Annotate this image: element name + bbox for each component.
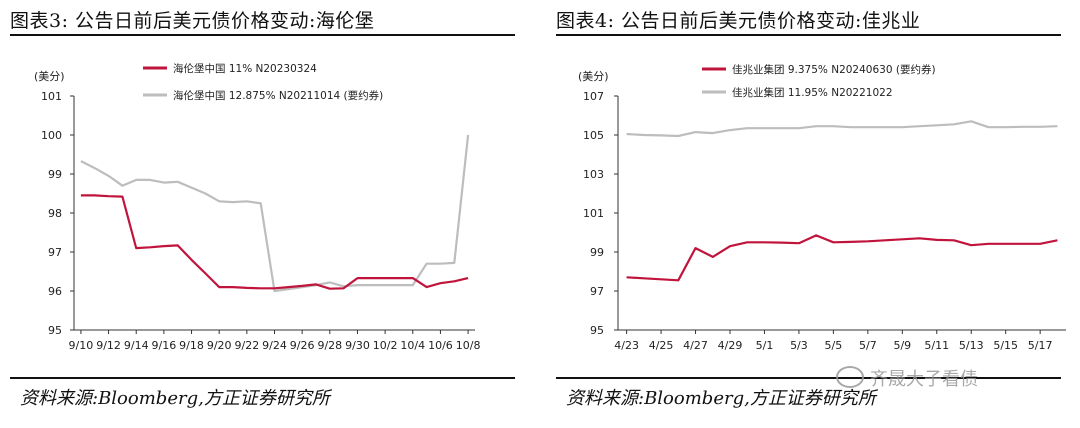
- x-tick-label: 9/16: [152, 339, 177, 352]
- x-tick-label: 5/1: [756, 339, 774, 352]
- x-tick-label: 10/4: [400, 339, 425, 352]
- y-tick-label: 99: [590, 246, 604, 259]
- x-tick-label: 9/30: [345, 339, 370, 352]
- y-tick-label: 99: [48, 168, 62, 181]
- y-tick-label: 101: [41, 90, 62, 103]
- x-tick-label: 9/20: [207, 339, 232, 352]
- chart-panel-left: 图表3: 公告日前后美元债价格变动:海伦堡 95 96 97 98 99 100 101 (美…: [10, 0, 530, 428]
- y-tick-label: 97: [590, 285, 604, 298]
- wechat-icon: [836, 366, 864, 388]
- watermark-text: 齐晟大子看债: [870, 369, 978, 390]
- x-tick-label: 9/28: [317, 339, 342, 352]
- y-unit-label: (美分): [578, 70, 609, 83]
- legend-label: 海伦堡中国 12.875% N20211014 (要约券): [173, 89, 383, 102]
- chart-title: 图表4: 公告日前后美元债价格变动:佳兆业: [556, 10, 921, 32]
- line-chart-svg: 95 96 97 98 99 100 101 (美分) 9/10 9/12 9/14 9/16 9/18…: [34, 62, 481, 352]
- title-rule: [556, 34, 1061, 36]
- source-note: 资料来源:Bloomberg,方正证券研究所: [20, 388, 330, 409]
- x-tick-label: 5/9: [893, 339, 911, 352]
- x-tick-label: 5/3: [790, 339, 808, 352]
- x-tick-label: 5/7: [859, 339, 877, 352]
- x-tick-label: 9/24: [262, 339, 287, 352]
- x-tick-label: 4/29: [718, 339, 743, 352]
- chart-title: 图表3: 公告日前后美元债价格变动:海伦堡: [10, 10, 375, 32]
- series-line: [80, 134, 470, 293]
- x-tick-label: 9/10: [69, 339, 94, 352]
- y-tick-label: 97: [48, 246, 62, 259]
- y-unit-label: (美分): [34, 70, 65, 83]
- x-tick-label: 5/13: [959, 339, 984, 352]
- source-rule: [556, 377, 1061, 379]
- series-line: [626, 120, 1058, 138]
- y-tick-label: 101: [583, 207, 604, 220]
- x-tick-label: 4/27: [683, 339, 708, 352]
- y-tick-label: 100: [41, 129, 62, 142]
- x-tick-label: 5/15: [993, 339, 1018, 352]
- y-tick-label: 95: [48, 324, 62, 337]
- title-rule: [10, 34, 515, 36]
- x-tick-label: 10/8: [456, 339, 481, 352]
- chart-panel-right: 图表4: 公告日前后美元债价格变动:佳兆业 95 97 99 101 103 105 107…: [556, 0, 1076, 428]
- series-line: [626, 234, 1058, 282]
- x-tick-label: 5/17: [1028, 339, 1053, 352]
- y-tick-label: 96: [48, 285, 62, 298]
- x-tick-label: 9/26: [290, 339, 315, 352]
- y-tick-label: 107: [583, 90, 604, 103]
- y-tick-label: 105: [583, 129, 604, 142]
- x-tick-label: 4/23: [614, 339, 639, 352]
- x-tick-label: 10/2: [373, 339, 398, 352]
- x-tick-label: 5/11: [924, 339, 949, 352]
- y-tick-label: 95: [590, 324, 604, 337]
- y-tick-label: 103: [583, 168, 604, 181]
- y-tick-label: 98: [48, 207, 62, 220]
- source-rule: [10, 377, 515, 379]
- legend-label: 佳兆业集团 9.375% N20240630 (要约券): [732, 63, 936, 76]
- source-note: 资料来源:Bloomberg,方正证券研究所: [566, 388, 876, 409]
- x-tick-label: 9/14: [124, 339, 149, 352]
- x-tick-label: 9/12: [96, 339, 121, 352]
- x-tick-label: 4/25: [649, 339, 674, 352]
- series-line: [80, 194, 469, 290]
- x-tick-label: 9/18: [179, 339, 204, 352]
- legend-label: 海伦堡中国 11% N20230324: [173, 62, 317, 75]
- x-tick-label: 9/22: [234, 339, 259, 352]
- line-chart-svg: 95 97 99 101 103 105 107 (美分) 4/23 4/25 4/27 4/29 5/…: [578, 63, 1066, 352]
- x-tick-label: 5/5: [825, 339, 843, 352]
- legend-label: 佳兆业集团 11.95% N20221022: [732, 86, 893, 99]
- watermark: 齐晟大子看债: [836, 365, 978, 391]
- x-tick-label: 10/6: [428, 339, 453, 352]
